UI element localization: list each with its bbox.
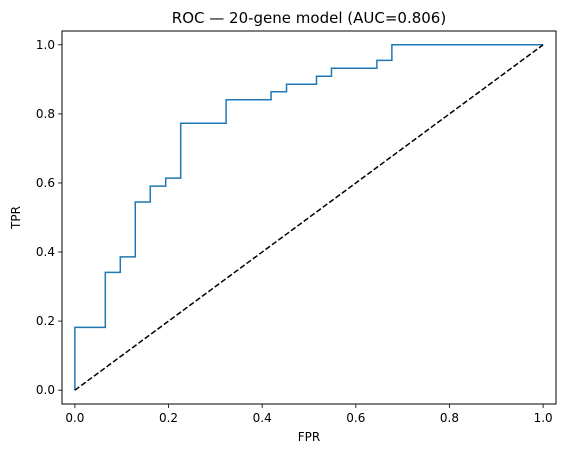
x-tick-label: 0.4 — [253, 411, 272, 425]
y-tick-label: 0.0 — [36, 383, 55, 397]
x-tick-label: 0.0 — [65, 411, 84, 425]
x-tick-label: 0.2 — [159, 411, 178, 425]
chart-title: ROC — 20-gene model (AUC=0.806) — [172, 9, 446, 27]
y-tick-label: 0.6 — [36, 176, 55, 190]
y-axis-label: TPR — [9, 206, 23, 230]
x-tick-label: 0.8 — [440, 411, 459, 425]
x-tick-label: 0.6 — [346, 411, 365, 425]
series-layer — [74, 44, 544, 391]
y-tick-label: 1.0 — [36, 38, 55, 52]
chance-diagonal-line — [74, 44, 544, 391]
y-tick-label: 0.8 — [36, 107, 55, 121]
x-axis-label: FPR — [298, 430, 320, 444]
y-tick-label: 0.2 — [36, 314, 55, 328]
x-tick-label: 1.0 — [534, 411, 553, 425]
roc-curve-line — [74, 44, 544, 391]
x-ticks: 0.0 0.2 0.4 0.6 0.8 1.0 — [65, 404, 553, 425]
plot-frame — [61, 30, 557, 405]
y-ticks: 0.0 0.2 0.4 0.6 0.8 1.0 — [36, 38, 62, 397]
y-tick-label: 0.4 — [36, 245, 55, 259]
